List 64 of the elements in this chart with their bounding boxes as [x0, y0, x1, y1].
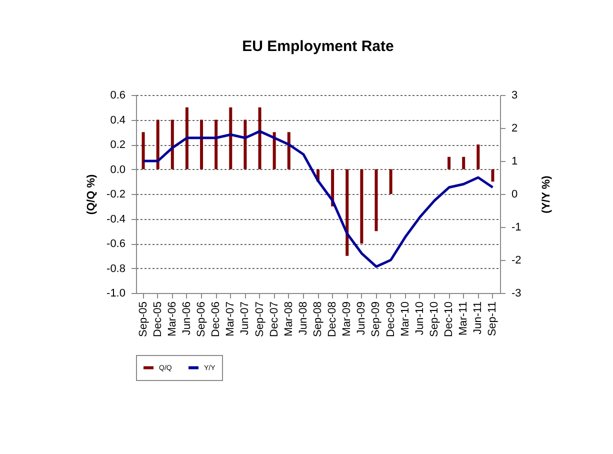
x-tick-label: Mar-09: [341, 302, 354, 336]
x-tick-label: Jun-07: [239, 302, 252, 336]
x-tick-label: Jun-06: [180, 302, 193, 336]
x-tick-label: Sep-07: [254, 302, 266, 337]
y-tick-label: 0.4: [110, 114, 126, 126]
bar: [185, 107, 188, 170]
x-tick-label: Sep-05: [137, 302, 150, 337]
y2-tick-label: -2: [512, 254, 522, 266]
y2-tick-label: 3: [512, 90, 518, 102]
chart-title: EU Employment Rate: [242, 38, 394, 55]
x-tick-label: Mar-08: [282, 302, 295, 336]
bar: [462, 156, 466, 170]
bar: [229, 107, 232, 170]
y-tick-label: -0.2: [106, 188, 126, 200]
bar: [258, 107, 262, 170]
bar: [142, 132, 145, 170]
bar: [374, 169, 378, 232]
y-tick-label: 0.2: [110, 139, 126, 151]
y-tick-label: 0.0: [110, 164, 126, 176]
x-tick-label: Mar-06: [166, 302, 178, 336]
y2-tick-label: -1: [512, 222, 522, 234]
x-tick-label: Dec-10: [443, 302, 456, 337]
y-tick-label: -0.6: [106, 238, 126, 250]
y-tick-label: 0.6: [110, 90, 126, 102]
y-tick-label: -0.4: [106, 213, 126, 226]
bar: [214, 120, 218, 170]
bar: [244, 120, 247, 170]
bar: [346, 169, 349, 256]
bar: [272, 132, 276, 170]
y-axis-title: (Q/Q %): [86, 174, 98, 215]
y2-tick-label: 1: [512, 156, 518, 168]
bar: [360, 169, 364, 244]
x-tick-label: Dec-05: [152, 302, 164, 337]
bar: [156, 120, 160, 170]
x-tick-label: Jun-08: [297, 302, 310, 336]
x-tick-label: Sep-06: [196, 302, 208, 337]
x-tick-label: Dec-06: [210, 302, 222, 337]
y-tick-label: -1.0: [106, 288, 126, 300]
x-tick-label: Dec-07: [268, 302, 280, 337]
bar: [476, 144, 480, 170]
bar: [491, 169, 494, 182]
y2-tick-label: 0: [512, 188, 518, 200]
x-tick-label: Dec-09: [384, 302, 397, 337]
bar: [448, 156, 451, 170]
bar: [200, 120, 204, 170]
y2-tick-label: -3: [512, 288, 522, 300]
x-tick-label: Sep-08: [312, 302, 324, 337]
x-tick-label: Mar-11: [458, 302, 470, 336]
x-tick-label: Mar-07: [224, 302, 237, 336]
y-tick-label: -0.8: [106, 262, 126, 275]
x-tick-label: Jun-10: [414, 302, 426, 336]
x-tick-label: Sep-09: [370, 302, 382, 337]
x-tick-label: Sep-10: [428, 302, 440, 337]
x-tick-label: Mar-10: [399, 302, 412, 336]
x-tick-label: Sep-11: [486, 302, 499, 336]
x-tick-label: Dec-08: [326, 302, 339, 337]
x-tick-label: Jun-09: [356, 302, 368, 336]
line-series: [142, 130, 494, 268]
bar: [389, 169, 392, 194]
bar: [170, 120, 174, 170]
y2-tick-label: 2: [512, 122, 518, 134]
bar: [287, 132, 290, 170]
y2-axis-title: (Y/Y %): [540, 175, 552, 214]
x-tick-label: Jun-11: [472, 302, 484, 334]
